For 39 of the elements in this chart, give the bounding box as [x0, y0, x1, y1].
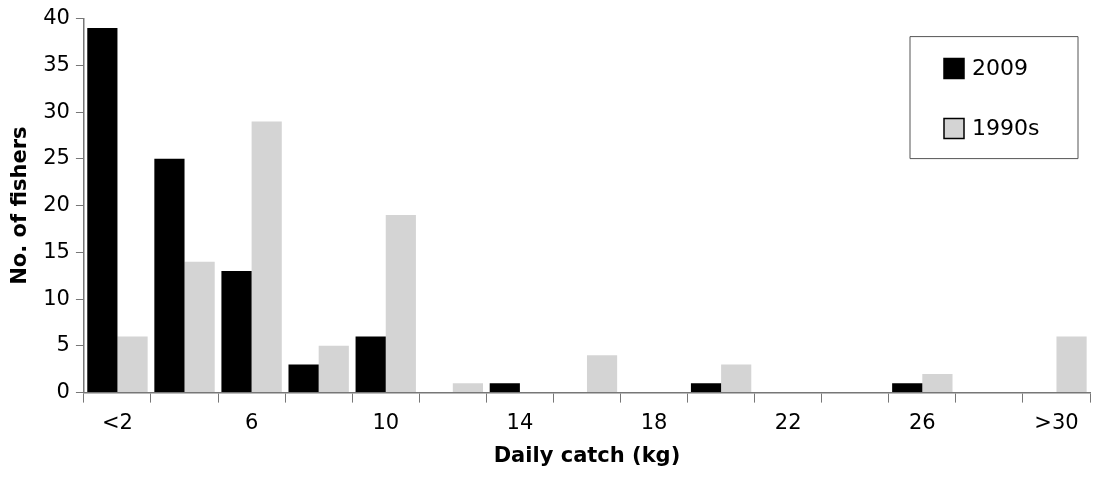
bar — [892, 383, 923, 393]
bar — [721, 364, 752, 393]
bar — [221, 271, 252, 393]
y-tick-label: 20 — [43, 192, 70, 217]
y-tick-label: 40 — [43, 5, 70, 30]
legend-label: 1990s — [972, 115, 1040, 141]
bar — [922, 373, 953, 393]
y-axis-title: No. of fishers — [7, 126, 32, 285]
y-tick-label: 25 — [43, 145, 70, 170]
bar — [87, 27, 118, 393]
bar — [117, 336, 148, 393]
x-tick-label: <2 — [101, 409, 133, 434]
legend-label: 2009 — [972, 55, 1028, 81]
x-tick-label: 18 — [640, 409, 668, 434]
bar — [452, 383, 483, 393]
y-tick-label: 5 — [56, 332, 70, 357]
bar — [355, 336, 386, 393]
x-tick-label: 22 — [774, 409, 802, 434]
x-tick-label: >30 — [1034, 409, 1079, 434]
y-tick-label: 10 — [43, 285, 70, 310]
x-tick-label: 26 — [908, 409, 936, 434]
bar — [1056, 336, 1087, 393]
bar — [318, 345, 349, 393]
bar — [288, 364, 319, 393]
x-tick-label: 10 — [372, 409, 400, 434]
bar — [184, 261, 215, 393]
y-tick-label: 0 — [56, 379, 70, 404]
y-tick-label: 30 — [43, 98, 70, 123]
y-tick-label: 35 — [43, 51, 70, 76]
bar — [154, 158, 185, 393]
y-tick-label: 15 — [43, 238, 70, 263]
x-axis-title: Daily catch (kg) — [493, 442, 681, 467]
bar — [690, 383, 722, 393]
bar — [385, 214, 416, 393]
bar — [586, 355, 618, 393]
bar — [489, 383, 520, 393]
x-tick-label: 6 — [244, 409, 259, 434]
bar — [251, 121, 282, 393]
x-tick-label: 14 — [506, 409, 534, 434]
